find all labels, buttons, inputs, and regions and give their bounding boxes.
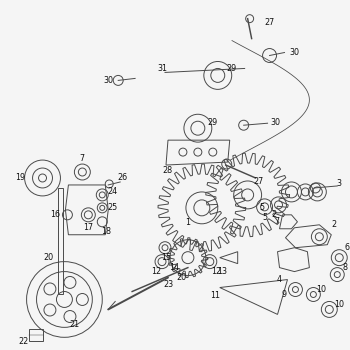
Text: 17: 17 bbox=[83, 223, 93, 232]
Text: 4: 4 bbox=[277, 275, 282, 284]
Text: 16: 16 bbox=[50, 210, 61, 219]
Text: 29: 29 bbox=[208, 118, 218, 127]
Text: 23: 23 bbox=[163, 280, 173, 289]
Text: 3: 3 bbox=[337, 180, 342, 188]
Text: 19: 19 bbox=[15, 174, 26, 182]
Text: 18: 18 bbox=[101, 227, 111, 236]
Text: 11: 11 bbox=[210, 291, 220, 300]
Text: 7: 7 bbox=[80, 154, 85, 162]
Text: 8: 8 bbox=[343, 263, 348, 272]
Text: 27: 27 bbox=[265, 18, 275, 27]
Text: 31: 31 bbox=[157, 64, 167, 73]
Text: 12: 12 bbox=[211, 267, 221, 276]
Text: 28: 28 bbox=[162, 166, 172, 175]
Text: 14: 14 bbox=[169, 263, 179, 272]
Text: 25: 25 bbox=[107, 203, 117, 212]
Text: 10: 10 bbox=[316, 285, 326, 294]
Text: 12: 12 bbox=[151, 267, 161, 276]
Text: 22: 22 bbox=[19, 337, 29, 346]
Text: 2: 2 bbox=[271, 210, 276, 219]
Text: 24: 24 bbox=[107, 188, 117, 196]
Text: 21: 21 bbox=[69, 320, 79, 329]
Text: 30: 30 bbox=[271, 118, 281, 127]
Text: 15: 15 bbox=[161, 253, 171, 262]
Text: 10: 10 bbox=[334, 300, 344, 309]
Text: 1: 1 bbox=[186, 218, 190, 227]
Text: 9: 9 bbox=[282, 290, 287, 299]
Text: 20: 20 bbox=[43, 253, 54, 262]
Text: 27: 27 bbox=[253, 177, 264, 187]
Text: 2: 2 bbox=[332, 220, 337, 229]
Text: 30: 30 bbox=[103, 76, 113, 85]
Text: 20: 20 bbox=[177, 273, 187, 282]
Text: 29: 29 bbox=[226, 64, 237, 73]
Text: 7: 7 bbox=[274, 217, 279, 226]
Text: 13: 13 bbox=[217, 267, 227, 276]
Text: 26: 26 bbox=[117, 174, 127, 182]
Text: 6: 6 bbox=[345, 243, 350, 252]
Text: 5: 5 bbox=[259, 203, 264, 212]
Text: 5: 5 bbox=[262, 213, 267, 222]
Text: 30: 30 bbox=[289, 48, 300, 57]
